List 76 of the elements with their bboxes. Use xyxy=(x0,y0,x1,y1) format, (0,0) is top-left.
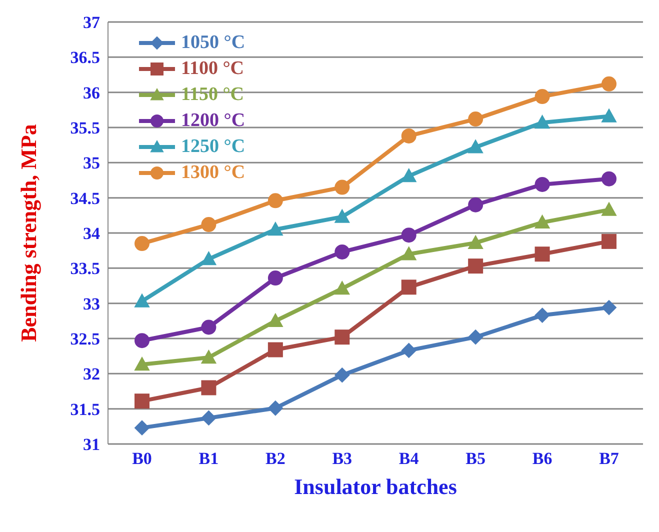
point xyxy=(602,171,616,186)
y-tick-label: 33.5 xyxy=(70,259,100,278)
point xyxy=(268,342,283,358)
point xyxy=(201,252,216,266)
point xyxy=(401,128,416,144)
point xyxy=(334,209,350,223)
x-tick-label: B5 xyxy=(466,449,486,468)
point xyxy=(201,380,216,396)
point xyxy=(534,246,550,262)
x-tick-label: B7 xyxy=(599,449,620,468)
point xyxy=(134,420,150,436)
point xyxy=(602,202,616,216)
y-tick-label: 34 xyxy=(83,224,100,244)
point xyxy=(534,115,550,129)
x-axis-title: Insulator batches xyxy=(294,474,458,499)
point xyxy=(534,89,550,104)
point xyxy=(268,270,283,286)
y-tick-label: 32 xyxy=(83,364,100,384)
point xyxy=(201,320,216,335)
point xyxy=(268,313,283,328)
y-axis-title: Bending strength, MPa xyxy=(16,124,41,342)
point xyxy=(334,180,350,195)
legend-label: 1200 °C xyxy=(181,110,246,132)
point xyxy=(201,217,216,232)
x-tick-label: B0 xyxy=(132,449,152,468)
y-tick-label: 32.5 xyxy=(70,330,100,349)
x-tick-label: B2 xyxy=(266,449,286,468)
y-tick-label: 35.5 xyxy=(70,118,100,138)
legend-label: 1250 °C xyxy=(181,136,246,158)
point xyxy=(602,108,616,122)
x-tick-label: B3 xyxy=(332,449,352,468)
point xyxy=(401,280,416,295)
point xyxy=(468,235,484,249)
point xyxy=(602,76,616,92)
point xyxy=(468,197,484,212)
point xyxy=(468,140,484,154)
point xyxy=(534,214,550,229)
y-tick-label: 36 xyxy=(83,83,100,102)
y-tick-label: 33 xyxy=(83,294,100,314)
legend-label: 1050 °C xyxy=(181,32,246,54)
point xyxy=(401,246,416,260)
legend-label: 1100 °C xyxy=(181,58,244,80)
point xyxy=(268,193,283,208)
point xyxy=(201,350,216,364)
point xyxy=(134,394,150,409)
y-tick-label: 31.5 xyxy=(70,400,100,419)
point xyxy=(468,112,484,127)
point xyxy=(534,176,550,192)
point xyxy=(468,258,484,274)
point xyxy=(134,357,150,371)
x-tick-label: B4 xyxy=(398,449,420,468)
point xyxy=(602,300,616,316)
legend-label: 1300 °C xyxy=(181,162,246,184)
y-tick-label: 35 xyxy=(83,154,100,173)
point xyxy=(134,294,150,308)
point xyxy=(468,330,484,345)
x-tick-label: B6 xyxy=(532,449,552,468)
point xyxy=(201,410,216,426)
point xyxy=(401,342,416,358)
y-tick-label: 34.5 xyxy=(70,188,100,208)
point xyxy=(268,400,283,416)
y-tick-label: 36.5 xyxy=(70,48,100,68)
point xyxy=(602,234,616,249)
point xyxy=(268,222,283,236)
point xyxy=(334,368,350,383)
point xyxy=(134,236,150,252)
point xyxy=(401,168,416,182)
point xyxy=(334,281,350,295)
point xyxy=(334,330,350,345)
point xyxy=(134,333,150,348)
y-tick-label: 37 xyxy=(83,13,100,32)
point xyxy=(534,308,550,323)
point xyxy=(401,228,416,243)
point xyxy=(334,244,350,260)
y-tick-label: 31 xyxy=(83,435,100,454)
x-tick-label: B1 xyxy=(198,449,219,468)
